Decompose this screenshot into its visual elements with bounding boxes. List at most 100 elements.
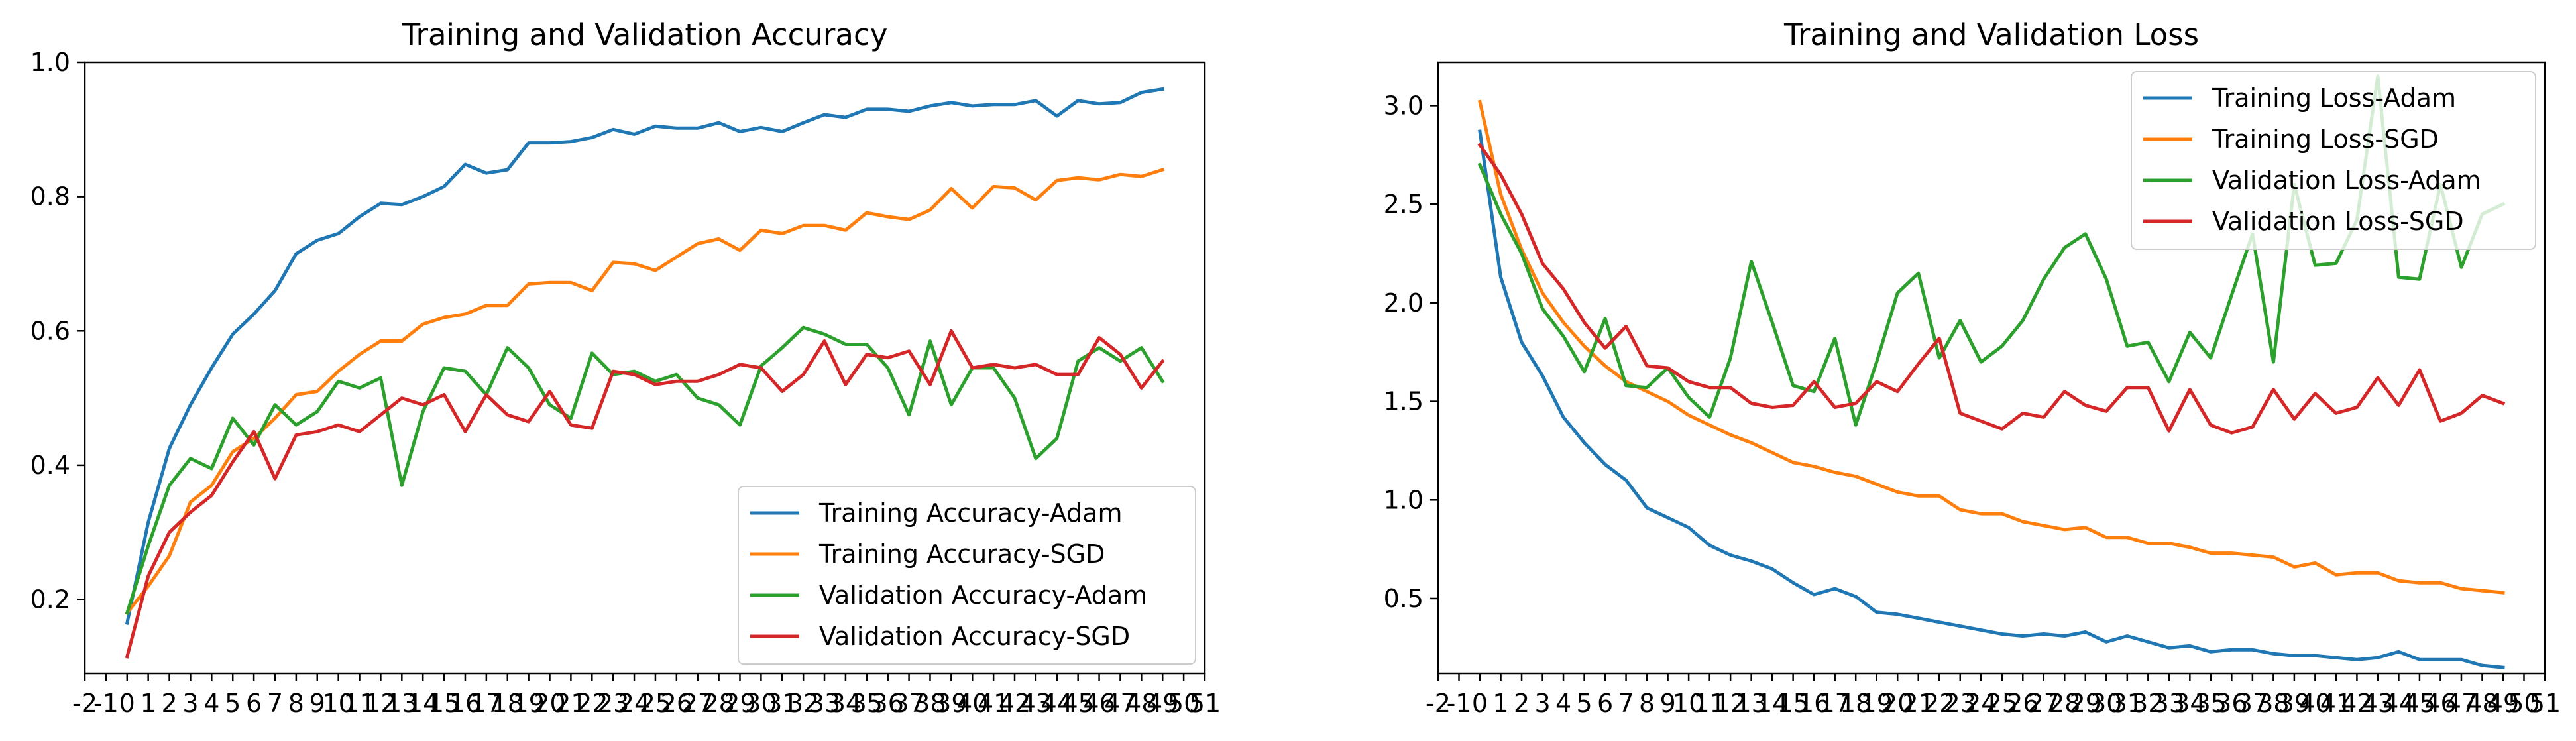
plot-frame	[84, 61, 1206, 675]
x-tick-label: 26	[2007, 689, 2039, 718]
x-tick-label: 47	[2445, 689, 2477, 718]
x-tick-label: 13	[1735, 689, 1767, 718]
legend: Training Loss-Adam Training Loss-SGD Valid…	[2131, 71, 2536, 250]
x-tick-label: 14	[407, 689, 439, 718]
x-tick-label: 25	[640, 689, 671, 718]
x-tick-label: 30	[745, 689, 777, 718]
x-tick-label: 5	[225, 689, 241, 718]
x-tick-label: -1	[93, 689, 119, 718]
x-tick-label: 38	[914, 689, 946, 718]
legend-label-3: Validation Loss-Adam	[2212, 166, 2481, 195]
x-tick-label: 6	[246, 689, 262, 718]
x-tick-label: 40	[2299, 689, 2331, 718]
x-tick-label: 6	[1597, 689, 1613, 718]
x-tick-label: 12	[1714, 689, 1746, 718]
x-tick-label: 40	[956, 689, 988, 718]
y-tick-label: 0.5	[1384, 584, 1424, 613]
x-tick-label: 32	[787, 689, 819, 718]
x-tick-label: 44	[2382, 689, 2414, 718]
x-tick-label: -1	[1447, 689, 1472, 718]
x-tick-label: 15	[428, 689, 460, 718]
x-tick-label: 16	[449, 689, 481, 718]
x-tick-label: 16	[1798, 689, 1830, 718]
y-tick-label: 3.0	[1384, 91, 1424, 120]
legend-label-2: Training Accuracy-SGD	[818, 540, 1105, 569]
x-tick-label: 22	[576, 689, 608, 718]
x-tick-label: 31	[766, 689, 798, 718]
x-tick-label: 44	[1041, 689, 1073, 718]
x-tick-label: 24	[618, 689, 650, 718]
series-line-3	[1477, 74, 2506, 427]
x-tick-label: 45	[1062, 689, 1093, 718]
series-line-1	[125, 87, 1165, 625]
x-tick-label: 49	[2487, 689, 2519, 718]
x-tick-label: -2	[72, 689, 97, 718]
x-tick-label: 3	[182, 689, 198, 718]
legend-label-4: Validation Accuracy-SGD	[819, 622, 1130, 651]
x-tick-label: 28	[702, 689, 734, 718]
series-line-2	[125, 167, 1165, 616]
legend-label-2: Training Loss-SGD	[2212, 125, 2439, 154]
x-tick-label: 39	[2278, 689, 2310, 718]
chart-title: Training and Validation Loss	[1783, 17, 2199, 52]
x-tick-label: 29	[724, 689, 756, 718]
x-tick-label: 43	[2362, 689, 2394, 718]
x-tick-label: 25	[1986, 689, 2018, 718]
x-tick-label: 20	[1881, 689, 1913, 718]
x-tick-label: 21	[1903, 689, 1934, 718]
x-tick-label: 2	[161, 689, 177, 718]
x-tick-label: 4	[203, 689, 219, 718]
x-tick-label: 36	[872, 689, 904, 718]
x-tick-label: 8	[1639, 689, 1655, 718]
legend-label-1: Training Accuracy-Adam	[818, 498, 1122, 528]
x-tick-label: 4	[1555, 689, 1571, 718]
x-tick-label: 17	[1819, 689, 1850, 718]
x-tick-label: 49	[1147, 689, 1178, 718]
x-tick-label: 19	[1861, 689, 1893, 718]
x-tick-label: 35	[851, 689, 883, 718]
x-tick-label: 0	[119, 689, 135, 718]
x-tick-label: 9	[1660, 689, 1676, 718]
x-tick-label: 42	[999, 689, 1031, 718]
x-tick-label: 30	[2090, 689, 2122, 718]
x-tick-label: 23	[1944, 689, 1976, 718]
x-tick-label: 11	[1693, 689, 1725, 718]
x-tick-label: 21	[555, 689, 587, 718]
series-line-3	[125, 325, 1165, 615]
series-line-2	[1478, 99, 2505, 595]
x-tick-label: 18	[492, 689, 524, 718]
x-tick-label: 18	[1840, 689, 1872, 718]
legend-box	[738, 486, 1196, 665]
x-tick-label: 28	[2048, 689, 2080, 718]
x-tick-label: 34	[2174, 689, 2206, 718]
x-tick-label: 11	[343, 689, 375, 718]
x-tick-label: 48	[2466, 689, 2498, 718]
x-tick-label: 46	[2424, 689, 2456, 718]
y-tick-label: 1.0	[1384, 485, 1424, 514]
x-tick-label: 7	[1618, 689, 1634, 718]
x-tick-label: 17	[471, 689, 502, 718]
y-tick-label: 2.5	[1384, 190, 1424, 219]
x-tick-label: 22	[1923, 689, 1955, 718]
x-tick-label: 27	[682, 689, 714, 718]
x-tick-label: 36	[2215, 689, 2247, 718]
y-tick-label: 0.4	[30, 451, 70, 480]
loss-chart: Training and Validation Loss-2-1 0 1 2 3 4 5 6 7…	[1384, 17, 2561, 718]
x-tick-label: 1	[1492, 689, 1508, 718]
chart-title: Training and Validation Accuracy	[402, 17, 888, 52]
y-tick-label: 0.8	[30, 182, 70, 211]
x-tick-label: 46	[1083, 689, 1115, 718]
y-tick-label: 1.5	[1384, 387, 1424, 416]
plot-frame	[1437, 61, 2546, 675]
legend-label-1: Training Loss-Adam	[2212, 84, 2456, 113]
accuracy-chart: Training and Validation Accuracy-2-1 0 1 2 3…	[30, 17, 1221, 718]
x-tick-label: 10	[1673, 689, 1705, 718]
x-tick-label: 50	[2508, 689, 2540, 718]
x-tick-label: 32	[2132, 689, 2164, 718]
x-tick-label: 1	[140, 689, 156, 718]
x-tick-label: 43	[1020, 689, 1052, 718]
series-line-4	[125, 329, 1165, 659]
legend: Training Accuracy-Adam Training Accuracy-…	[738, 486, 1196, 665]
x-tick-label: 41	[2320, 689, 2352, 718]
x-tick-label: 20	[533, 689, 565, 718]
